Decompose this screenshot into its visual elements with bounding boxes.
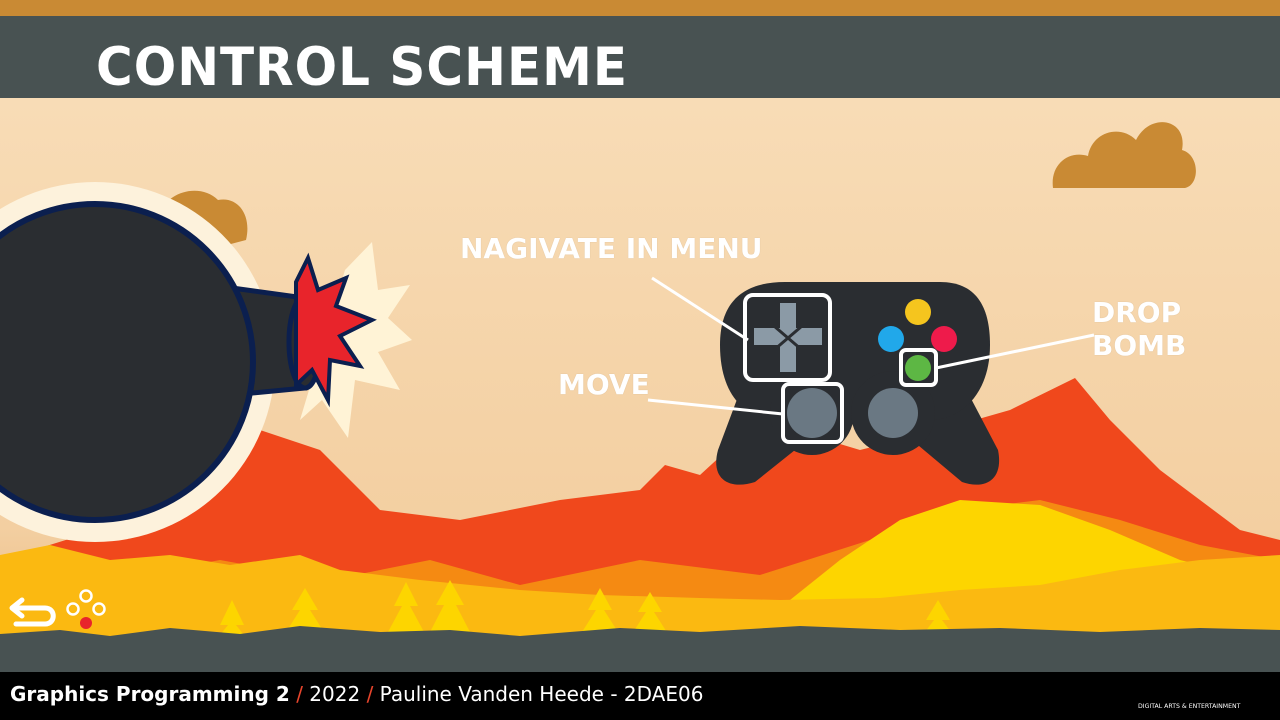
face-button-blue [878,326,904,352]
face-button-red [931,326,957,352]
ground [0,626,1280,672]
footer-credits: Graphics Programming 2 / 2022 / Pauline … [10,682,703,706]
label-move: MOVE [558,368,650,401]
back-arrow-icon [9,597,56,627]
dae-logo-caption: DIGITAL ARTS & ENTERTAINMENT [1138,703,1241,710]
footer-course: Graphics Programming 2 [10,682,290,706]
cloud-right [1052,122,1196,188]
label-drop-bomb: DROP BOMB [1092,296,1187,362]
trees [216,580,954,640]
face-button-yellow [905,299,931,325]
page-title: CONTROL SCHEME [96,36,629,98]
footer-bar: Graphics Programming 2 / 2022 / Pauline … [0,672,1280,720]
left-stick-icon [787,388,837,438]
footer-author: Pauline Vanden Heede - 2DAE06 [379,682,704,706]
face-buttons-icon [66,589,106,629]
hills-gold [0,545,1280,640]
gamepad-icon [716,282,1000,485]
title-bar: CONTROL SCHEME [0,16,1280,98]
footer-separator: / [296,682,303,706]
right-stick-icon [868,388,918,438]
bomb-icon [0,182,412,542]
face-button-green [905,355,931,381]
label-navigate: NAGIVATE IN MENU [460,232,763,265]
footer-year: 2022 [309,682,361,706]
footer-separator: / [366,682,374,706]
